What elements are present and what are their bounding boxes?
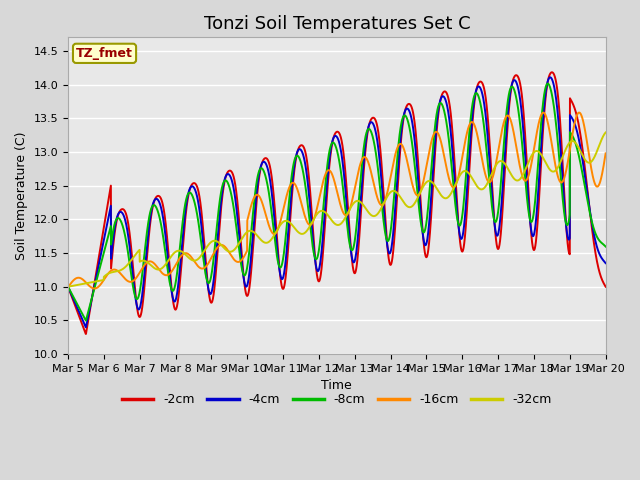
-4cm [82,324,90,330]
X-axis label: Time: Time [321,379,352,393]
-4cm [534,202,541,207]
-32cm [125,260,133,265]
-8cm [602,244,609,250]
-16cm [91,286,99,291]
-4cm [546,74,554,80]
-32cm [294,228,301,234]
-32cm [64,284,72,289]
-32cm [270,232,278,238]
-16cm [157,269,165,275]
-2cm [157,197,165,203]
-8cm [544,81,552,86]
-2cm [294,148,301,154]
-8cm [82,318,90,324]
Y-axis label: Soil Temperature (C): Soil Temperature (C) [15,132,28,260]
-32cm [533,148,541,154]
-16cm [575,109,583,115]
-2cm [534,223,541,229]
-8cm [294,153,301,159]
-4cm [294,148,301,154]
Line: -32cm: -32cm [68,132,605,287]
-4cm [64,284,72,289]
-16cm [602,150,609,156]
Text: TZ_fmet: TZ_fmet [76,47,133,60]
-8cm [64,284,72,289]
-16cm [271,231,278,237]
-2cm [548,70,556,75]
-8cm [534,171,541,177]
-16cm [294,187,301,193]
-32cm [157,266,165,272]
-8cm [125,260,133,265]
-2cm [602,284,609,289]
-4cm [125,243,133,249]
-16cm [534,127,541,133]
Line: -8cm: -8cm [68,84,605,321]
-4cm [591,238,599,244]
Line: -2cm: -2cm [68,72,605,334]
Line: -16cm: -16cm [68,112,605,288]
-2cm [591,250,599,255]
-4cm [157,206,165,212]
-4cm [602,260,609,266]
-2cm [125,230,133,236]
-2cm [82,331,90,337]
-2cm [271,200,278,206]
Line: -4cm: -4cm [68,77,605,327]
-8cm [271,233,278,239]
-8cm [157,224,165,229]
-16cm [64,284,72,290]
-32cm [602,130,609,135]
-16cm [591,182,599,188]
-2cm [64,284,72,289]
Legend: -2cm, -4cm, -8cm, -16cm, -32cm: -2cm, -4cm, -8cm, -16cm, -32cm [117,388,557,411]
-4cm [271,216,278,221]
-8cm [591,230,599,236]
-16cm [125,279,133,285]
Title: Tonzi Soil Temperatures Set C: Tonzi Soil Temperatures Set C [204,15,470,33]
-32cm [591,153,599,158]
